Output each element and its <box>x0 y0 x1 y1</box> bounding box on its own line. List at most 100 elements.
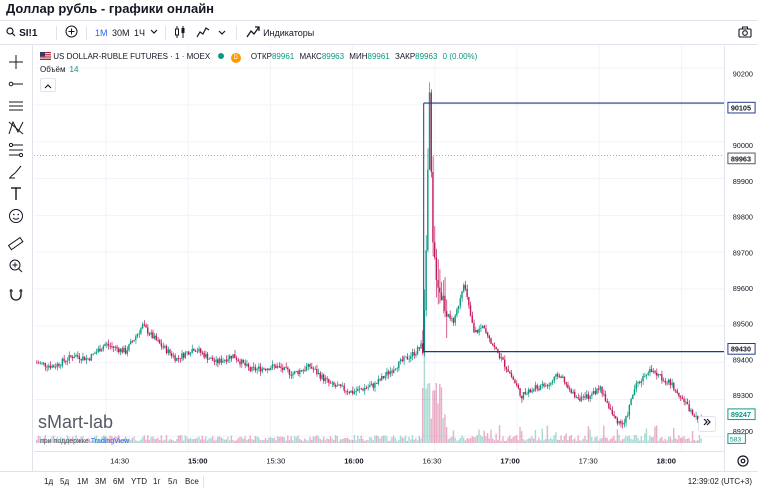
candle-body <box>387 371 390 375</box>
interval-1h[interactable]: 1Ч <box>134 28 146 38</box>
volume-bar <box>608 440 610 443</box>
ruler-icon[interactable] <box>6 235 26 253</box>
candle-body <box>471 315 473 323</box>
volume-bar <box>415 437 417 443</box>
volume-bar <box>317 436 320 443</box>
candle-body <box>288 369 291 375</box>
trend-line-icon[interactable] <box>6 75 26 93</box>
volume-bar <box>217 436 219 443</box>
tradingview-link[interactable]: TradingView <box>90 438 130 445</box>
volume-bar <box>664 438 666 443</box>
brush-icon[interactable] <box>6 163 26 181</box>
candle-body <box>678 393 680 397</box>
magnet-icon[interactable] <box>6 285 26 303</box>
compare-button[interactable] <box>65 21 78 45</box>
interval-30m[interactable]: 30М <box>112 28 130 38</box>
volume-bar <box>406 440 409 443</box>
candle-body <box>259 366 262 372</box>
symbol-search[interactable]: SI!1 <box>6 21 37 45</box>
gear-icon[interactable] <box>735 453 751 469</box>
volume-bar <box>493 440 496 443</box>
chart-style-dropdown[interactable] <box>218 21 226 45</box>
candle-body <box>565 382 567 385</box>
range-3m[interactable]: 3М <box>95 477 107 486</box>
candle-body <box>445 311 448 317</box>
emoji-icon[interactable] <box>6 207 26 225</box>
candle-body <box>109 345 111 347</box>
volume-bar <box>61 438 64 443</box>
plus-circle-icon <box>65 25 78 38</box>
interval-1m[interactable]: 1М <box>95 28 108 38</box>
fib-icon[interactable] <box>6 141 26 159</box>
indicators-button[interactable]: Индикаторы <box>246 21 314 45</box>
low-value: 89961 <box>367 52 390 61</box>
volume-bar <box>686 438 689 443</box>
volume-bar <box>206 440 209 443</box>
range-all[interactable]: Все <box>185 477 199 486</box>
volume-bar <box>276 436 279 443</box>
candle-body <box>66 360 69 362</box>
candle-body <box>572 391 574 394</box>
zoom-icon[interactable] <box>6 257 26 275</box>
volume-bar <box>614 440 617 443</box>
collapse-legend-button[interactable] <box>40 78 56 92</box>
interval-dropdown[interactable] <box>150 21 158 45</box>
volume-bar <box>468 438 470 443</box>
candle-body <box>674 389 677 391</box>
range-1y[interactable]: 1г <box>153 477 161 486</box>
snapshot-button[interactable] <box>738 21 752 45</box>
chart-legend: US DOLLAR-RUBLE FUTURES · 1 · MOEX D ОТК… <box>40 50 477 64</box>
price-scale[interactable]: 9020090100900008990089800897008960089500… <box>724 46 758 471</box>
bar-style-button[interactable] <box>196 21 210 45</box>
volume-bar <box>437 403 439 443</box>
candle-body <box>292 373 294 376</box>
volume-bar <box>106 436 108 443</box>
volume-bar <box>75 435 77 443</box>
candle-body <box>278 366 280 367</box>
candle-body <box>553 376 555 381</box>
candle-body <box>333 382 335 386</box>
candle-body <box>116 346 118 349</box>
range-5d[interactable]: 5д <box>60 477 70 486</box>
volume-bar <box>131 437 134 443</box>
cursor-icon[interactable] <box>6 53 26 71</box>
candle-body <box>104 344 106 347</box>
pattern-icon[interactable] <box>6 119 26 137</box>
candle-body <box>655 372 658 376</box>
volume-bar <box>97 438 99 443</box>
range-6m[interactable]: 6М <box>113 477 125 486</box>
chart-type-button[interactable] <box>173 21 187 45</box>
candle-body <box>659 374 661 375</box>
scroll-to-realtime-button[interactable] <box>698 416 716 432</box>
time-axis[interactable]: 14:30 15:00 15:30 16:00 16:30 17:00 17:30 18:00… <box>34 451 724 471</box>
range-1m[interactable]: 1М <box>77 477 89 486</box>
horizontal-lines-icon[interactable] <box>6 97 26 115</box>
time-tick-label: 14:30 <box>110 456 129 465</box>
candle-body <box>76 355 79 357</box>
price-chart[interactable] <box>34 46 724 451</box>
volume-bar <box>179 435 181 443</box>
volume-bar <box>133 436 135 443</box>
candle-body <box>287 367 289 370</box>
volume-bar <box>573 438 576 443</box>
volume-bar <box>505 440 508 443</box>
range-ytd[interactable]: YTD <box>131 477 147 486</box>
candle-body <box>217 359 219 364</box>
candle-body <box>285 366 287 368</box>
volume-bar <box>148 440 151 443</box>
candle-body <box>147 327 149 334</box>
volume-bar <box>334 435 337 443</box>
range-1d[interactable]: 1д <box>44 477 54 486</box>
candle-body <box>150 332 152 335</box>
candle-body <box>447 314 450 317</box>
candle-body <box>353 391 356 394</box>
candle-body <box>322 374 325 381</box>
candle-body <box>662 380 665 382</box>
volume-bar <box>99 440 101 443</box>
candle-body <box>44 362 46 367</box>
area-chart-icon <box>196 27 210 38</box>
text-icon[interactable] <box>6 185 26 203</box>
candle-body <box>608 402 610 409</box>
range-5y[interactable]: 5л <box>168 477 178 486</box>
volume-bar <box>285 440 287 443</box>
